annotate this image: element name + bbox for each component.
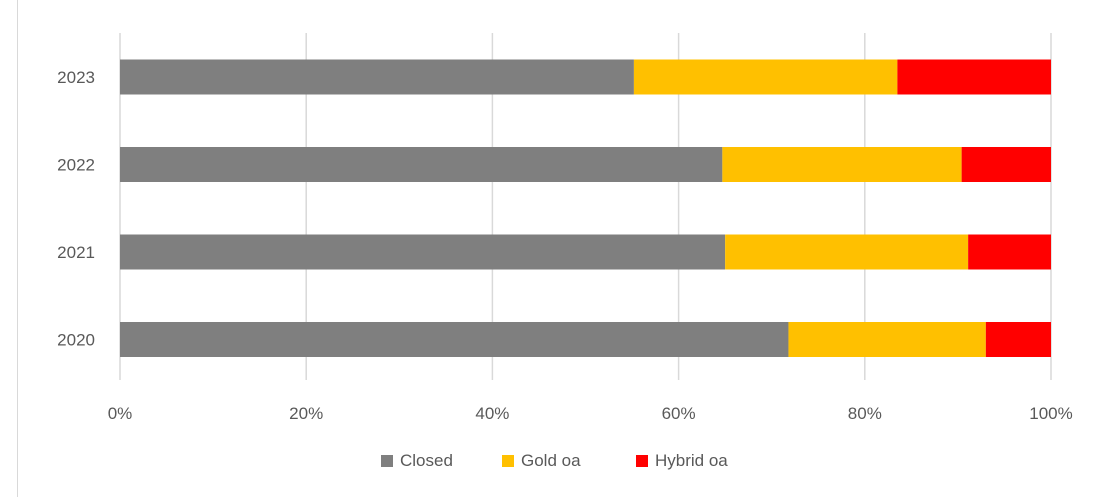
bars (120, 59, 1051, 357)
x-tick-label: 0% (108, 404, 133, 423)
bar-2022-gold-oa (722, 147, 962, 182)
y-tick-labels: 2023 2022 2021 2020 (57, 68, 95, 350)
legend-swatch-hybrid-oa (636, 455, 648, 467)
bar-2020-closed (120, 322, 789, 357)
bar-2020-hybrid-oa (985, 322, 1051, 357)
bar-2021-hybrid-oa (968, 234, 1051, 270)
x-tick-label: 60% (662, 404, 696, 423)
x-tick-label: 80% (848, 404, 882, 423)
legend-swatch-closed (381, 455, 393, 467)
y-tick-label: 2020 (57, 331, 95, 350)
bar-2023-gold-oa (633, 59, 898, 95)
x-tick-label: 100% (1029, 404, 1072, 423)
bar-2022-closed (120, 147, 723, 182)
y-tick-label: 2023 (57, 68, 95, 87)
legend-label: Gold oa (521, 451, 581, 470)
bar-2020-gold-oa (788, 322, 986, 357)
x-tick-label: 20% (289, 404, 323, 423)
bar-2021-gold-oa (725, 234, 969, 270)
legend: Closed Gold oa Hybrid oa (381, 451, 728, 470)
legend-swatch-gold-oa (502, 455, 514, 467)
bar-2021-closed (120, 234, 726, 270)
bar-2022-hybrid-oa (961, 147, 1051, 182)
legend-label: Hybrid oa (655, 451, 728, 470)
x-tick-label: 40% (475, 404, 509, 423)
legend-label: Closed (400, 451, 453, 470)
bar-2023-hybrid-oa (897, 59, 1051, 95)
y-tick-label: 2022 (57, 156, 95, 175)
bar-2023-closed (120, 59, 634, 95)
left-frame-line (17, 0, 18, 497)
x-tick-labels: 0% 20% 40% 60% 80% 100% (108, 404, 1073, 423)
y-tick-label: 2021 (57, 243, 95, 262)
